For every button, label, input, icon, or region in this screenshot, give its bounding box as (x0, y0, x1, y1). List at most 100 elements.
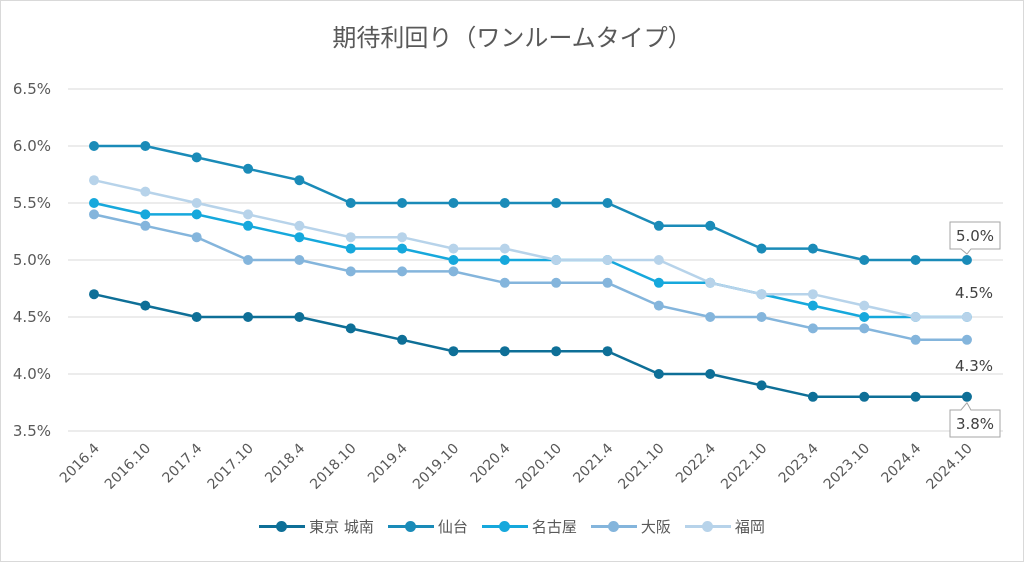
x-tick-label: 2019.4 (365, 440, 411, 486)
data-point (140, 209, 151, 220)
data-point (191, 232, 202, 243)
data-point (756, 243, 767, 254)
series-4 (89, 175, 972, 322)
data-point (191, 198, 202, 208)
legend-item: 名古屋 (481, 516, 577, 537)
data-point (859, 323, 870, 334)
data-point (140, 186, 151, 197)
data-point (345, 243, 356, 254)
data-point (807, 323, 818, 334)
data-point (807, 243, 818, 254)
data-point (397, 266, 408, 277)
data-point (89, 198, 99, 208)
data-point (910, 334, 921, 345)
data-point (705, 312, 716, 322)
data-point (140, 300, 151, 311)
data-point (448, 243, 459, 254)
data-point (756, 380, 767, 391)
data-point (961, 334, 972, 345)
series-0 (89, 289, 972, 402)
data-point (602, 277, 613, 288)
x-tick-label: 2016.10 (102, 441, 154, 493)
x-tick-label: 2024.10 (924, 441, 976, 493)
x-tick-label: 2022.4 (673, 440, 719, 486)
legend-swatch (387, 521, 434, 532)
x-tick-label: 2020.10 (513, 441, 565, 493)
callout-box (949, 221, 1001, 255)
data-point (294, 220, 305, 231)
y-tick-label: 6.5% (13, 80, 51, 98)
data-point (448, 346, 459, 357)
data-point (294, 232, 305, 243)
legend-item: 福岡 (684, 516, 765, 537)
data-point (653, 277, 664, 288)
series-3 (89, 209, 972, 345)
callout-box (949, 401, 1001, 438)
data-point (345, 266, 356, 277)
data-point (859, 391, 870, 402)
y-tick-label: 5.0% (13, 251, 51, 269)
data-point (345, 232, 356, 243)
legend-swatch (684, 521, 731, 532)
data-point (653, 255, 664, 265)
data-point (859, 255, 870, 265)
line-chart: 3.5% 4.0% 4.5% 5.0% 5.5% 6.0% 6.5% 2016.4 2016.… (13, 80, 1003, 493)
legend-label: 東京 城南 (309, 518, 374, 536)
x-tick-label: 2020.4 (468, 440, 514, 486)
data-label: 4.3% (955, 357, 993, 375)
y-tick-label: 6.0% (13, 137, 51, 155)
x-tick-label: 2023.10 (821, 441, 873, 493)
x-tick-label: 2017.10 (205, 441, 257, 493)
series-1 (89, 141, 972, 265)
data-point (89, 141, 99, 151)
data-point (294, 312, 305, 322)
data-point (191, 209, 202, 220)
x-tick-label: 2021.4 (570, 440, 616, 486)
data-point (653, 220, 664, 231)
x-tick-label: 2024.4 (878, 440, 924, 486)
data-point (499, 243, 510, 254)
x-tick-label: 2023.4 (776, 440, 822, 486)
data-point (397, 198, 408, 208)
data-point (89, 209, 99, 220)
series-line (93, 292, 967, 399)
data-point (551, 277, 562, 288)
chart-title: 期待利回り（ワンルームタイプ） (332, 24, 692, 52)
x-tick-label: 2019.10 (410, 441, 462, 493)
data-point (140, 220, 151, 231)
data-point (499, 198, 510, 208)
data-point (345, 198, 356, 208)
data-point (653, 300, 664, 311)
data-point (705, 220, 716, 231)
data-point (653, 369, 664, 379)
data-point (859, 312, 870, 322)
data-point (499, 255, 510, 265)
x-tick-label: 2022.10 (718, 441, 770, 493)
legend-item: 仙台 (387, 516, 468, 537)
y-tick-label: 3.5% (13, 422, 51, 440)
data-point (243, 220, 254, 231)
legend-item: 東京 城南 (259, 516, 374, 537)
data-point (859, 300, 870, 311)
data-point (910, 255, 921, 265)
legend-item: 大阪 (590, 516, 671, 537)
data-point (807, 300, 818, 311)
series-line (93, 178, 967, 319)
y-tick-label: 4.5% (13, 308, 51, 326)
legend-label: 名古屋 (531, 518, 577, 536)
series-line (93, 213, 967, 342)
data-point (807, 289, 818, 300)
x-tick-label: 2016.4 (57, 440, 103, 486)
data-point (602, 198, 613, 208)
data-label: 3.8% (956, 415, 994, 433)
data-point (756, 312, 767, 322)
legend-swatch (481, 521, 528, 532)
data-point (294, 255, 305, 265)
legend-label: 福岡 (734, 518, 765, 536)
data-point (602, 255, 613, 265)
chart-legend: 東京 城南 仙台 名古屋 大阪 福岡 (0, 516, 1024, 537)
data-point (89, 175, 99, 186)
data-point (345, 323, 356, 334)
series-line (93, 201, 967, 319)
data-point (705, 369, 716, 379)
